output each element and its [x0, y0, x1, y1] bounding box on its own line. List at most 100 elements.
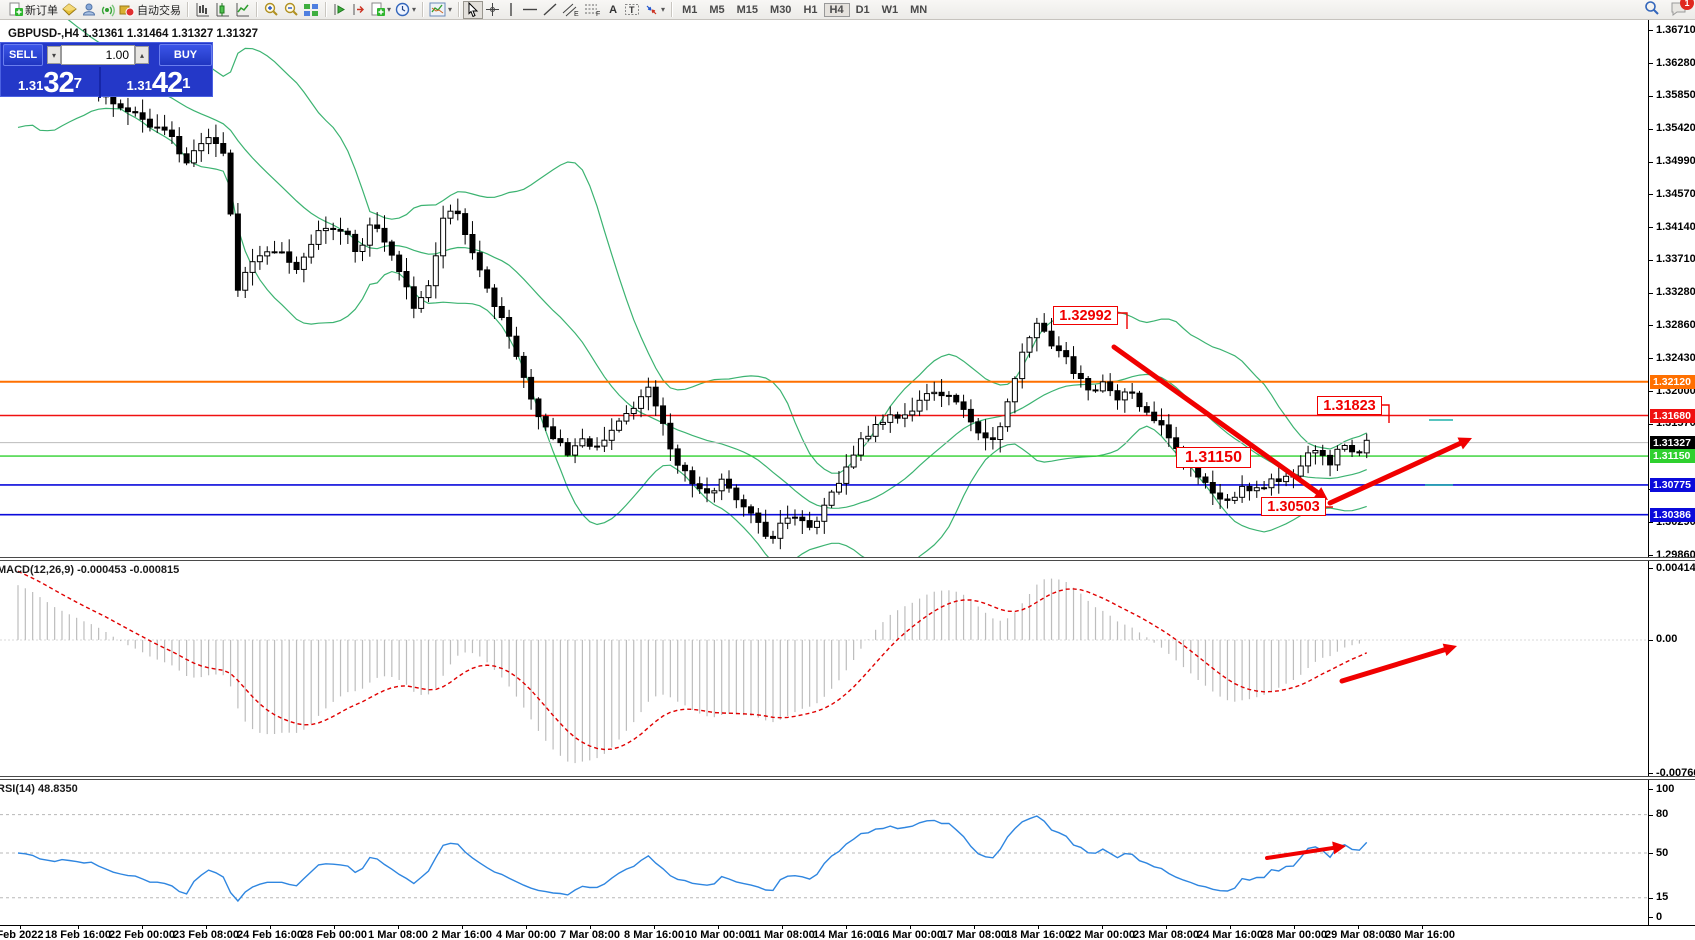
- bar-chart-button[interactable]: [192, 1, 212, 19]
- candlestick: [909, 410, 916, 416]
- price-tick-label: 1.34140: [1656, 220, 1695, 233]
- trade-panel-controls: SELL ▾ 1.00 ▴ BUY: [1, 43, 212, 67]
- price-annotation[interactable]: 1.32992: [1053, 306, 1118, 325]
- main-chart-pane[interactable]: [0, 20, 1648, 557]
- dropdown-caret-icon: ▾: [661, 5, 666, 14]
- candlestick: [1107, 381, 1114, 392]
- candlestick-chart-button[interactable]: [212, 1, 232, 19]
- time-tick-label: 14 Mar 16:00: [812, 929, 880, 940]
- vertical-line-button[interactable]: [502, 1, 520, 19]
- tf-mn-button[interactable]: MN: [910, 3, 928, 16]
- macd-signal-line: [17, 570, 1368, 751]
- candlestick: [645, 386, 652, 398]
- candlestick: [579, 438, 586, 447]
- tf-h1-button[interactable]: H1: [803, 3, 818, 16]
- time-axis[interactable]: Feb 2022 18 Feb 16:00 22 Feb 00:00 23 Feb 0…: [0, 925, 1695, 940]
- chart-shelf-button[interactable]: [60, 1, 79, 19]
- search-button[interactable]: [1644, 0, 1660, 19]
- new-order-button[interactable]: 新订单: [6, 1, 60, 19]
- tf-m15-button[interactable]: M15: [736, 3, 759, 16]
- candlestick: [623, 413, 630, 422]
- rsi-tick-mark: [1649, 789, 1653, 790]
- rsi-pane[interactable]: [0, 780, 1648, 924]
- candlestick: [1136, 392, 1143, 408]
- price-axis[interactable]: 1.36710 1.36280 1.35850 1.35420 1.34990 1.345…: [1648, 20, 1695, 925]
- candlestick: [1305, 452, 1312, 467]
- market-watch-button[interactable]: [98, 1, 117, 19]
- candlestick: [535, 398, 542, 418]
- auto-scroll-button[interactable]: [330, 1, 349, 19]
- line-chart-button[interactable]: [232, 1, 252, 19]
- time-tick-label: 24 Mar 16:00: [1196, 929, 1264, 940]
- candlestick: [894, 414, 901, 419]
- sell-button[interactable]: SELL: [3, 44, 43, 66]
- candlestick: [168, 129, 175, 138]
- gold-slab-icon: [62, 3, 77, 16]
- crosshair-button[interactable]: [483, 1, 502, 19]
- tf-m30-button[interactable]: M30: [770, 3, 792, 16]
- candlestick: [945, 394, 952, 397]
- buy-price-big: 42: [151, 67, 183, 99]
- cursor-button[interactable]: [463, 0, 484, 19]
- profiles-button[interactable]: [79, 1, 98, 19]
- price-tick-label: 1.34990: [1656, 155, 1695, 168]
- candlestick: [674, 448, 681, 466]
- volume-input[interactable]: 1.00: [61, 45, 135, 65]
- arrows-button[interactable]: ▾: [642, 1, 667, 19]
- horizontal-line-button[interactable]: [520, 1, 540, 19]
- candlestick: [872, 424, 879, 437]
- candlestick: [1341, 445, 1348, 450]
- bar-chart-icon: [196, 3, 209, 17]
- line-chart-icon: [236, 3, 249, 17]
- sell-price-display[interactable]: 1.31 32 7: [1, 67, 101, 98]
- candlestick: [1283, 475, 1290, 483]
- candlestick: [542, 416, 549, 428]
- rsi-tick-label: 100: [1656, 782, 1675, 795]
- bollinger-middle-band: [17, 57, 1367, 509]
- candlestick: [1063, 350, 1070, 358]
- tile-windows-button[interactable]: [301, 1, 321, 19]
- price-annotation[interactable]: 1.31150: [1176, 447, 1251, 468]
- pane-splitter[interactable]: [0, 557, 1695, 561]
- templates-button[interactable]: ▾: [427, 1, 454, 19]
- trendline-button[interactable]: [540, 1, 560, 19]
- toolbar-right-group: 1: [1644, 0, 1695, 19]
- buy-price-display[interactable]: 1.31 42 1: [103, 67, 214, 98]
- toolbar-separator: [458, 2, 460, 17]
- text-label-button[interactable]: T: [622, 1, 642, 19]
- candlestick: [733, 487, 740, 501]
- tf-m5-button[interactable]: M5: [709, 3, 725, 16]
- price-tick-mark: [1649, 128, 1653, 130]
- time-tick-label: 10 Mar 00:00: [684, 929, 752, 940]
- macd-pane[interactable]: [0, 561, 1648, 776]
- fibonacci-button[interactable]: F: [582, 1, 604, 19]
- one-click-trading-panel: SELL ▾ 1.00 ▴ BUY 1.31 32 7 1.31 42 1: [0, 42, 214, 98]
- candlestick: [293, 261, 300, 270]
- price-annotation[interactable]: 1.31823: [1317, 396, 1382, 415]
- zoom-out-button[interactable]: [281, 1, 301, 19]
- notifications-button[interactable]: 1: [1670, 0, 1694, 19]
- pane-splitter[interactable]: [0, 776, 1695, 780]
- equidistant-channel-button[interactable]: E: [560, 1, 582, 19]
- period-button[interactable]: ▾: [393, 1, 418, 19]
- tf-m1-button[interactable]: M1: [682, 3, 698, 16]
- tf-w1-button[interactable]: W1: [881, 3, 899, 16]
- volume-increase-button[interactable]: ▴: [135, 46, 149, 64]
- text-button[interactable]: A: [609, 3, 618, 16]
- tf-h4-button[interactable]: H4: [823, 2, 850, 17]
- candlestick: [337, 229, 344, 232]
- candlestick: [183, 153, 190, 164]
- new-chart-button[interactable]: ▾: [368, 1, 393, 19]
- autotrading-button[interactable]: 自动交易: [117, 1, 183, 19]
- candlestick: [308, 243, 315, 258]
- tf-d1-button[interactable]: D1: [855, 3, 870, 16]
- buy-button[interactable]: BUY: [159, 44, 212, 66]
- volume-decrease-button[interactable]: ▾: [47, 46, 61, 64]
- candlestick: [484, 269, 491, 289]
- candlestick: [975, 421, 982, 434]
- chart-title: GBPUSD-,H4 1.31361 1.31464 1.31327 1.313…: [8, 28, 258, 40]
- sell-price-big: 32: [43, 67, 74, 99]
- price-annotation[interactable]: 1.30503: [1261, 497, 1326, 516]
- zoom-in-button[interactable]: [261, 1, 281, 19]
- chart-shift-button[interactable]: [349, 1, 368, 19]
